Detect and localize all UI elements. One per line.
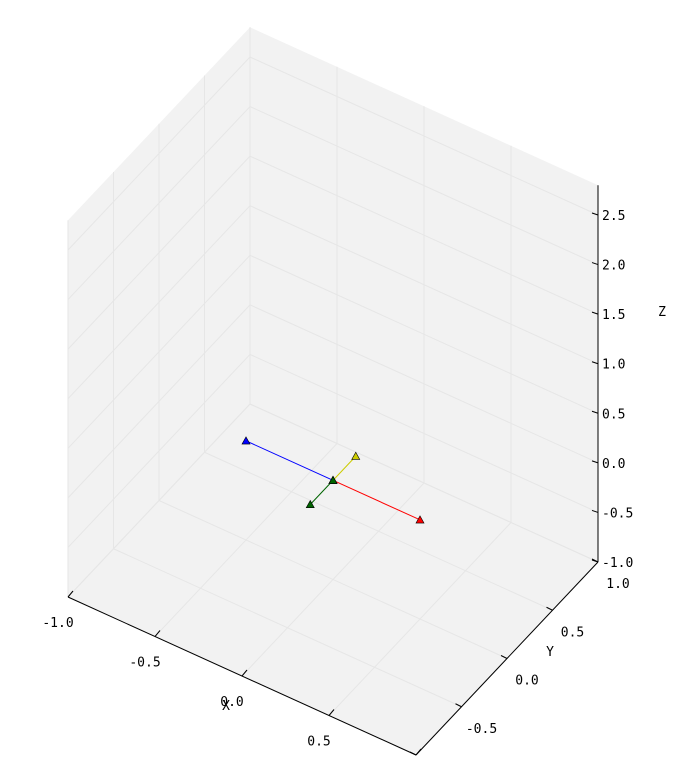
x-tick-label: -0.5 — [129, 656, 160, 671]
x-tick — [154, 630, 161, 637]
grid-line-y-floor — [113, 548, 462, 708]
grid-line-z-back — [249, 205, 599, 365]
series-point-2-1 — [351, 451, 361, 460]
grid-line-z-back — [249, 155, 599, 315]
z-tick — [591, 262, 599, 266]
series-line-2 — [332, 455, 357, 481]
series-line-0 — [332, 479, 421, 521]
y-tick-label: 0.5 — [561, 625, 584, 640]
series-point-3-1 — [305, 499, 315, 508]
grid-line-z-back — [249, 254, 599, 414]
grid-line-z-back — [249, 106, 599, 266]
y-tick-label: 0.0 — [515, 674, 538, 689]
z-tick-label: 0.5 — [602, 407, 625, 422]
z-tick — [591, 460, 599, 464]
grid-line-y-floor — [158, 500, 508, 659]
grid-line-z-left — [67, 254, 251, 449]
z-tick-label: 1.0 — [602, 358, 625, 373]
y-tick-label: -0.5 — [466, 722, 497, 737]
grid-line-y-floor — [204, 451, 553, 611]
x-tick — [328, 709, 335, 716]
z-tick-label: 0.0 — [602, 457, 625, 472]
y-tick — [409, 751, 417, 756]
grid-line-z-back — [249, 403, 599, 563]
z-tick — [591, 311, 599, 315]
grid-line-z-back — [249, 304, 599, 464]
grid-line-z-left — [67, 304, 251, 499]
series-point-3-0 — [328, 475, 338, 484]
z-tick — [591, 212, 599, 216]
grid-line-z-back — [249, 56, 599, 216]
series-point-1-1 — [241, 436, 251, 445]
x-tick — [67, 590, 74, 598]
z-axis-label: Z — [658, 305, 666, 320]
z-tick-label: 2.0 — [602, 259, 625, 274]
y-tick — [500, 655, 508, 659]
grid-line-z-left — [67, 56, 251, 251]
grid-line-z-back — [249, 353, 599, 513]
grid-line-z-left — [67, 155, 251, 350]
x-tick-label: -1.0 — [42, 616, 73, 631]
z-tick-label: -0.5 — [602, 506, 633, 521]
series-point-0-1 — [415, 515, 425, 524]
z-tick — [591, 559, 599, 563]
x-tick — [415, 748, 422, 756]
z-tick — [591, 361, 599, 365]
y-tick — [546, 606, 553, 611]
chart-ticks: -1.0-0.50.00.51.0-1.0-0.50.00.51.0-1.0-0… — [42, 209, 633, 756]
grid-line-z-left — [67, 354, 251, 548]
y-tick-label: 1.0 — [606, 577, 629, 592]
x-tick — [241, 669, 248, 677]
z-tick — [591, 509, 599, 513]
y-tick — [455, 703, 462, 708]
z-tick-label: 2.5 — [602, 209, 625, 224]
z-tick-label: 1.5 — [602, 308, 625, 323]
y-axis-label: Y — [546, 645, 554, 660]
x-tick-label: 0.5 — [307, 735, 330, 750]
grid-line-z-left — [67, 106, 251, 300]
x-axis-label: X — [222, 699, 230, 714]
chart-series — [241, 436, 425, 524]
z-tick-label: -1.0 — [602, 556, 633, 571]
series-line-1 — [245, 440, 334, 481]
z-tick — [591, 410, 599, 414]
grid-line-z-left — [67, 403, 251, 598]
grid-line-z-left — [67, 205, 251, 400]
x-tick-label: 0.0 — [220, 695, 243, 710]
series-line-3 — [309, 480, 334, 505]
